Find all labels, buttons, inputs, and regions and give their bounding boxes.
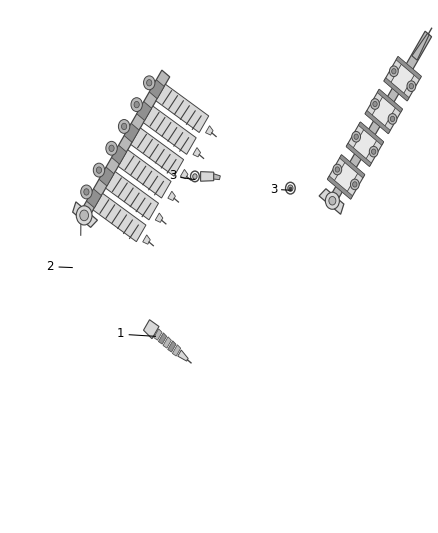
Polygon shape [93,193,146,241]
Polygon shape [156,84,209,133]
Polygon shape [86,189,102,208]
Polygon shape [178,350,188,361]
Polygon shape [377,89,403,112]
Polygon shape [391,64,414,94]
Polygon shape [193,148,201,157]
Circle shape [80,210,88,221]
Polygon shape [346,122,384,166]
Polygon shape [81,70,170,216]
Circle shape [329,197,336,205]
Polygon shape [131,128,184,176]
Polygon shape [159,333,167,344]
Polygon shape [396,56,421,80]
Polygon shape [106,172,159,220]
Polygon shape [353,130,377,159]
Circle shape [325,192,339,209]
Polygon shape [112,145,127,164]
Circle shape [81,185,92,199]
Polygon shape [163,337,171,348]
Polygon shape [180,169,188,179]
Polygon shape [168,191,175,200]
Circle shape [390,116,395,122]
Polygon shape [73,202,97,228]
Polygon shape [319,189,344,214]
Circle shape [335,167,339,172]
Polygon shape [124,123,139,142]
Polygon shape [346,143,371,167]
Polygon shape [384,78,409,101]
Circle shape [369,147,378,157]
Polygon shape [365,110,390,134]
Circle shape [93,163,105,177]
Polygon shape [372,96,396,126]
Circle shape [350,179,359,190]
Polygon shape [358,122,384,145]
Polygon shape [412,33,429,60]
Polygon shape [384,57,421,101]
Circle shape [389,66,398,77]
Circle shape [134,101,139,108]
Circle shape [371,99,379,109]
Polygon shape [143,106,196,155]
Polygon shape [365,90,403,133]
Circle shape [96,167,102,173]
Circle shape [144,76,155,90]
Circle shape [109,145,114,151]
Polygon shape [328,155,365,199]
Polygon shape [168,341,176,352]
Circle shape [147,79,152,86]
Polygon shape [205,126,213,135]
Polygon shape [334,162,358,192]
Polygon shape [149,80,164,99]
Text: 3: 3 [170,169,177,182]
Polygon shape [99,167,114,186]
Polygon shape [330,31,431,203]
Circle shape [288,185,293,191]
Polygon shape [154,329,162,340]
Circle shape [84,189,89,195]
Circle shape [131,98,142,111]
Polygon shape [201,172,214,181]
Circle shape [106,141,117,155]
Circle shape [121,123,127,130]
Polygon shape [137,102,152,120]
Circle shape [333,164,342,175]
Text: 1: 1 [117,327,124,340]
Circle shape [193,174,197,179]
Circle shape [392,69,396,74]
Polygon shape [327,176,353,199]
Circle shape [371,149,376,155]
Circle shape [409,84,413,89]
Circle shape [373,101,377,107]
Text: 2: 2 [46,260,54,273]
Circle shape [352,132,360,142]
Polygon shape [339,155,365,178]
Circle shape [353,182,357,187]
Circle shape [354,134,358,140]
Text: 3: 3 [270,183,277,196]
Polygon shape [214,174,220,180]
Polygon shape [144,320,159,338]
Circle shape [118,119,130,133]
Circle shape [76,206,92,225]
Circle shape [407,81,416,92]
Polygon shape [143,235,150,244]
Polygon shape [172,345,181,356]
Circle shape [388,114,397,124]
Polygon shape [118,150,171,198]
Polygon shape [155,213,163,222]
